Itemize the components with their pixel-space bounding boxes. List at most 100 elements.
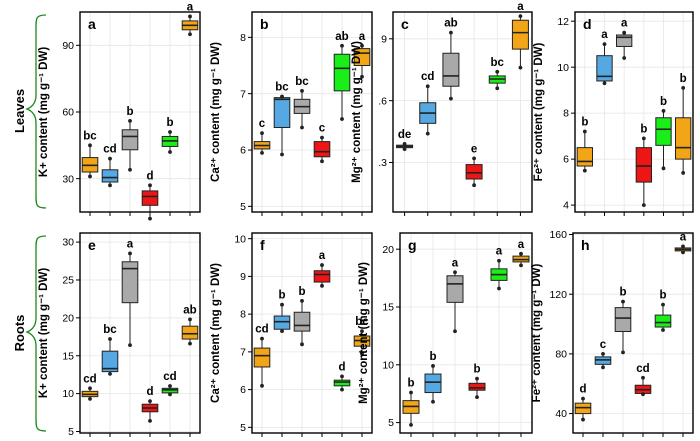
box-body (655, 117, 672, 146)
row-label-leaves: Leaves (12, 89, 27, 133)
min-point (280, 329, 284, 334)
significance-letter: ab (335, 31, 348, 43)
significance-letter: bc (275, 82, 289, 94)
max-point (340, 43, 344, 48)
box-body (333, 379, 351, 387)
max-point (518, 14, 523, 19)
min-point (340, 387, 344, 392)
box-a-1: bc (81, 130, 99, 179)
min-point (108, 372, 112, 376)
max-point (661, 108, 666, 113)
min-point (581, 417, 585, 422)
box-body (273, 315, 291, 330)
significance-letter: b (429, 351, 436, 363)
significance-letter: ab (183, 304, 196, 316)
box-c-2: cd (419, 71, 437, 136)
box-body (121, 261, 139, 304)
box-d-5: b (655, 96, 672, 171)
box-f-1: cd (253, 324, 271, 388)
max-point (641, 375, 645, 380)
max-point (128, 251, 132, 256)
max-point (88, 386, 92, 391)
min-point (518, 65, 523, 70)
box-c-3: ab (442, 18, 460, 101)
min-point (88, 397, 92, 401)
significance-letter: c (259, 118, 266, 130)
min-point (472, 183, 476, 188)
min-point (128, 343, 132, 348)
box-body (424, 373, 442, 394)
y-tick-label: 4 (563, 200, 569, 212)
max-point (497, 258, 501, 263)
y-tick-label: .3 (378, 157, 387, 169)
box-d-4: b (635, 123, 653, 208)
min-point (681, 171, 686, 175)
box-body (576, 147, 594, 167)
box-body (674, 117, 692, 160)
significance-letter: a (518, 239, 525, 251)
min-point (475, 395, 479, 400)
significance-letter: b (581, 117, 588, 129)
y-tick-label: 10 (62, 388, 74, 400)
y-tick-label: 7 (240, 88, 246, 100)
max-point (641, 136, 646, 141)
box-body (273, 97, 291, 128)
box-h-4: cd (634, 363, 652, 397)
leaves-brace (25, 14, 47, 209)
min-point (300, 342, 304, 347)
max-point (425, 84, 430, 89)
box-c-5: bc (488, 57, 506, 91)
max-point (431, 364, 435, 368)
max-point (519, 251, 523, 256)
min-point (681, 250, 685, 255)
box-h-3: b (614, 287, 632, 355)
significance-letter: b (473, 364, 480, 376)
box-a-6: a (181, 1, 199, 37)
max-point (360, 43, 364, 48)
max-point (148, 183, 152, 188)
panel-label: h (581, 237, 590, 253)
significance-letter: e (471, 143, 477, 155)
y-tick-label: 7 (240, 346, 246, 358)
min-point (602, 81, 607, 86)
panel-label: a (88, 16, 96, 32)
y-axis-label: K+ content (mg g⁻¹ DW) (38, 268, 50, 398)
y-tick-label: 10 (382, 359, 394, 371)
box-b-5: ab (333, 31, 351, 121)
plot-frame (572, 232, 694, 434)
significance-letter: bc (295, 76, 309, 88)
significance-letter: cd (636, 363, 649, 375)
significance-letter: b (680, 73, 687, 85)
panel-f: cd b b a d bc 5 6 7 8 9 10 Ca²⁺ content (mg g⁻¹ DW) f (210, 232, 373, 437)
significance-letter: ab (444, 18, 457, 30)
max-point (260, 131, 264, 136)
panel-d: b a a b b b 4 6 8 10 12 Fe²⁺ content (mg g⁻¹ DW) d (533, 11, 694, 216)
max-point (108, 337, 112, 341)
box-g-6: a (512, 239, 530, 268)
y-tick-label: 30 (62, 173, 74, 185)
box-body (615, 34, 633, 47)
box-a-4: d (141, 170, 159, 221)
plot-frame (399, 232, 533, 434)
roots-brace (25, 235, 47, 432)
max-point (409, 390, 413, 395)
y-tick-label: 30 (62, 237, 74, 249)
box-c-6: a (511, 1, 529, 70)
y-tick-label: 9 (240, 271, 246, 283)
box-body (654, 314, 672, 328)
max-point (280, 302, 284, 307)
significance-letter: a (359, 31, 366, 43)
significance-letter: b (619, 287, 626, 299)
max-point (681, 85, 686, 90)
box-e-2: bc (101, 324, 119, 376)
row-labels: Leaves Roots (12, 14, 47, 432)
box-a-3: b (121, 106, 139, 172)
significance-letter: b (126, 106, 133, 118)
y-tick-label: 120 (549, 289, 567, 301)
box-g-5: a (490, 246, 508, 291)
max-point (472, 156, 476, 161)
y-axis-label: Ca²⁺ content (mg g⁻¹ DW) (210, 263, 222, 403)
box-a-5: b (161, 117, 179, 154)
box-g-3: a (446, 257, 464, 334)
